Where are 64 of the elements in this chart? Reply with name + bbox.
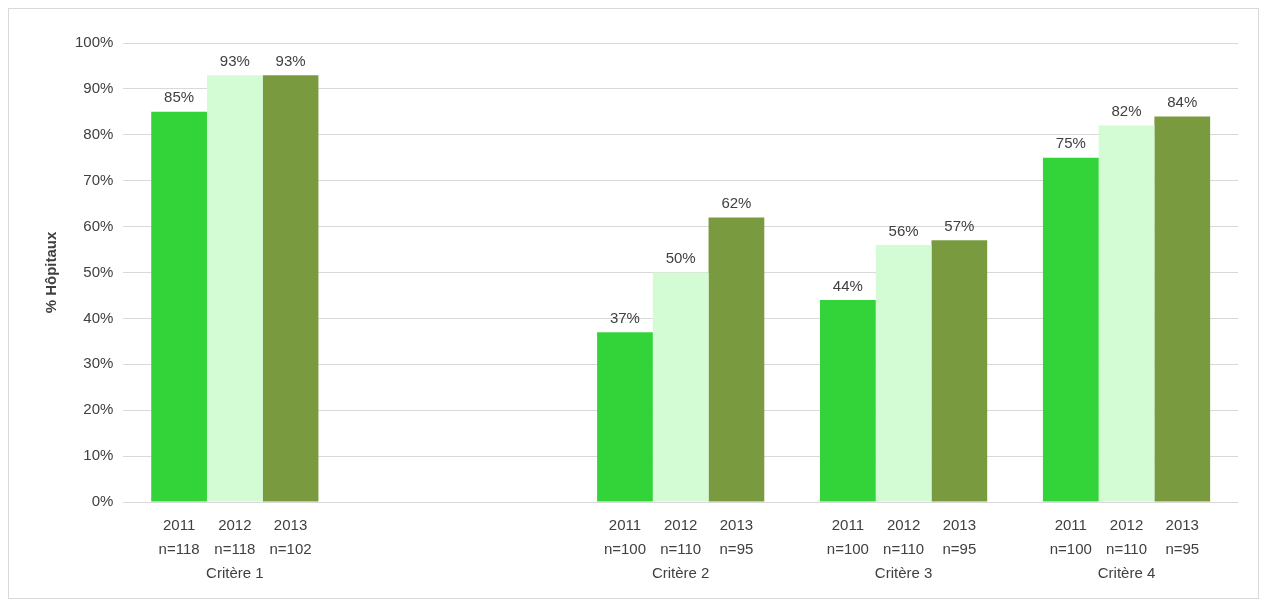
data-label: 37%	[609, 308, 640, 326]
text: 2013	[1165, 515, 1199, 533]
bar	[597, 332, 653, 502]
text: n=95	[1165, 539, 1200, 557]
text: 2011	[831, 515, 865, 533]
bar	[875, 244, 932, 502]
data-label: 93%	[275, 51, 306, 69]
data-label: 56%	[888, 221, 919, 239]
series-label: 2011	[162, 515, 196, 533]
bar	[708, 217, 765, 502]
y-tick-label: 0%	[91, 492, 114, 510]
y-tick-label: 50%	[83, 262, 114, 280]
text: n=110	[660, 539, 702, 557]
y-tick-label: 90%	[83, 79, 114, 97]
y-tick-label: 30%	[83, 354, 114, 372]
y-tick-label: 100%	[74, 33, 114, 51]
y-tick-label: 60%	[83, 216, 114, 234]
data-label: 62%	[721, 194, 752, 212]
y-tick-label: 10%	[83, 446, 114, 464]
text: n=100	[603, 539, 647, 557]
bar	[931, 240, 988, 502]
data-label: 82%	[1111, 102, 1142, 120]
text: n=118	[214, 539, 256, 557]
series-label: 2013	[273, 515, 308, 533]
text: n=110	[883, 539, 925, 557]
y-tick-label: 20%	[83, 400, 114, 418]
y-axis-title: % Hôpitaux	[42, 231, 60, 314]
bar	[262, 75, 319, 502]
series-label: 2012	[218, 515, 252, 533]
bar	[1154, 116, 1211, 502]
data-label: 50%	[665, 249, 696, 267]
x-tick-label: Critère 3	[874, 563, 933, 581]
bar	[652, 272, 709, 502]
y-tick-label: 80%	[83, 124, 114, 142]
data-label: 84%	[1167, 93, 1198, 111]
text: 2013	[719, 515, 754, 533]
data-label: 75%	[1055, 134, 1086, 152]
text: n=118	[158, 539, 200, 557]
text: n=110	[1106, 539, 1148, 557]
bar	[1042, 157, 1099, 502]
text: 2011	[608, 515, 642, 533]
text: 2011	[1054, 515, 1087, 533]
text: n=100	[1049, 539, 1092, 557]
bar	[820, 300, 876, 502]
text: 2012	[1109, 515, 1144, 533]
data-label: 93%	[219, 51, 250, 69]
bar	[1098, 125, 1155, 502]
x-tick-label: Critère 2	[651, 563, 710, 581]
data-label: 44%	[832, 276, 863, 294]
x-tick-label: Critère 1	[206, 563, 264, 581]
text: 2012	[663, 515, 698, 533]
text: 2012	[886, 515, 921, 533]
text: 2013	[942, 515, 977, 533]
data-label: 57%	[944, 217, 975, 235]
y-tick-label: 40%	[83, 308, 114, 326]
text: n=100	[826, 539, 869, 557]
bar	[206, 75, 263, 502]
y-tick-label: 70%	[83, 170, 114, 188]
data-label: 85%	[164, 88, 195, 106]
text: n=95	[719, 539, 754, 557]
x-tick-label: Critère 4	[1097, 563, 1156, 581]
text: n=95	[942, 539, 977, 557]
bar	[151, 111, 207, 502]
text: n=102	[269, 539, 312, 557]
